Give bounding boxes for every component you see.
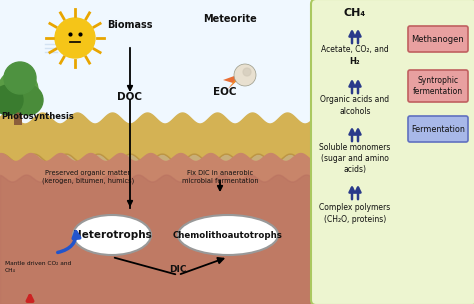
Circle shape [0,70,38,110]
Circle shape [234,64,256,86]
Text: (sugar and amino: (sugar and amino [321,154,389,163]
FancyBboxPatch shape [408,26,468,52]
Circle shape [243,68,251,76]
Bar [0,0,310,304]
Text: (CH₂O, proteins): (CH₂O, proteins) [324,215,386,224]
Text: Fermentation: Fermentation [411,125,465,133]
FancyBboxPatch shape [408,116,468,142]
Polygon shape [229,77,241,87]
Text: Soluble monomers: Soluble monomers [319,143,391,152]
Text: Acetate, CO₂, and: Acetate, CO₂, and [321,45,389,54]
Text: DIC: DIC [169,265,187,274]
Circle shape [13,85,43,115]
Text: Methanogen: Methanogen [411,34,465,43]
Text: alcohols: alcohols [339,107,371,116]
Ellipse shape [73,215,151,255]
Text: EOC: EOC [213,87,237,97]
Text: DOC: DOC [118,92,143,102]
Circle shape [0,85,23,115]
Text: H₂: H₂ [350,57,360,66]
Text: Meteorite: Meteorite [203,14,257,24]
Text: Preserved organic matter
(kerogen, bitumen, humics): Preserved organic matter (kerogen, bitum… [42,170,134,185]
Text: Organic acids and: Organic acids and [320,95,390,104]
Text: acids): acids) [344,165,366,174]
Text: Syntrophic
fermentation: Syntrophic fermentation [413,76,463,96]
FancyBboxPatch shape [311,0,474,304]
FancyBboxPatch shape [408,70,468,102]
Bar [14,90,22,125]
Text: Heterotrophs: Heterotrophs [73,230,151,240]
Circle shape [4,62,36,94]
Ellipse shape [178,215,278,255]
Text: Chemolithoautotrophs: Chemolithoautotrophs [173,230,283,240]
Text: Photosynthesis: Photosynthesis [1,112,74,121]
Circle shape [55,18,95,58]
Text: Fix DIC in anaerobic
microbial fermentation: Fix DIC in anaerobic microbial fermentat… [182,170,258,184]
Text: Mantle driven CO₂ and
CH₄: Mantle driven CO₂ and CH₄ [5,261,71,273]
Text: Biomass: Biomass [107,20,153,30]
Text: CH₄: CH₄ [344,8,366,18]
Text: Complex polymers: Complex polymers [319,203,391,212]
Polygon shape [223,75,240,90]
